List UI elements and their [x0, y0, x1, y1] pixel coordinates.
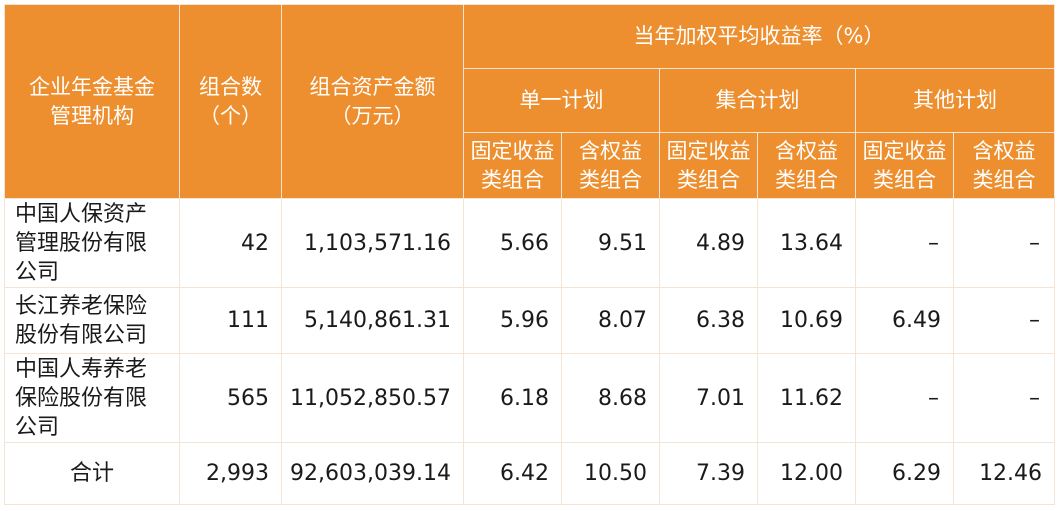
header-fixed-income: 固定收益 类组合	[855, 132, 954, 199]
return-value: 6.49	[855, 287, 954, 354]
return-value: 12.46	[952, 442, 1056, 505]
header-plan-other: 其他计划	[854, 68, 1056, 133]
return-value: 10.50	[561, 442, 660, 505]
return-value: –	[952, 353, 1056, 443]
header-plan-single: 单一计划	[463, 68, 660, 133]
return-value: 11.62	[757, 353, 856, 443]
return-value: –	[855, 198, 954, 288]
annuity-fund-table: 企业年金基金 管理机构 组合数 （个） 组合资产金额 （万元） 当年加权平均收益…	[4, 4, 1056, 505]
header-fixed-income: 固定收益 类组合	[659, 132, 758, 199]
institution-name: 中国人寿养老 保险股份有限 公司	[4, 353, 180, 443]
return-value: 5.96	[463, 287, 562, 354]
portfolio-count: 111	[179, 287, 282, 354]
header-institution: 企业年金基金 管理机构	[4, 4, 180, 199]
portfolio-count: 2,993	[179, 442, 282, 505]
header-fixed-income: 固定收益 类组合	[463, 132, 562, 199]
return-value: 12.00	[757, 442, 856, 505]
header-portfolio-count: 组合数 （个）	[179, 4, 282, 199]
table-row: 中国人保资产 管理股份有限 公司 42 1,103,571.16 5.66 9.…	[4, 198, 1056, 288]
return-value: –	[952, 198, 1056, 288]
institution-name: 长江养老保险 股份有限公司	[4, 287, 180, 354]
return-value: 6.42	[463, 442, 562, 505]
return-value: 5.66	[463, 198, 562, 288]
return-value: 10.69	[757, 287, 856, 354]
return-value: –	[952, 287, 1056, 354]
header-return-rate: 当年加权平均收益率（%）	[462, 4, 1056, 69]
asset-amount: 5,140,861.31	[281, 287, 464, 354]
asset-amount: 92,603,039.14	[281, 442, 464, 505]
header-equity: 含权益 类组合	[757, 132, 856, 199]
return-value: 9.51	[561, 198, 660, 288]
asset-amount: 11,052,850.57	[281, 353, 464, 443]
return-value: 6.38	[659, 287, 758, 354]
institution-name: 中国人保资产 管理股份有限 公司	[4, 198, 180, 288]
portfolio-count: 42	[179, 198, 282, 288]
header-plan-collective: 集合计划	[659, 68, 856, 133]
header-equity: 含权益 类组合	[952, 132, 1056, 199]
asset-amount: 1,103,571.16	[281, 198, 464, 288]
return-value: 7.39	[659, 442, 758, 505]
return-value: 7.01	[659, 353, 758, 443]
header-asset-amount: 组合资产金额 （万元）	[281, 4, 464, 199]
table-row: 中国人寿养老 保险股份有限 公司 565 11,052,850.57 6.18 …	[4, 353, 1056, 443]
total-label: 合计	[4, 442, 180, 505]
return-value: –	[855, 353, 954, 443]
return-value: 6.18	[463, 353, 562, 443]
table-row: 长江养老保险 股份有限公司 111 5,140,861.31 5.96 8.07…	[4, 287, 1056, 354]
return-value: 13.64	[757, 198, 856, 288]
total-row: 合计 2,993 92,603,039.14 6.42 10.50 7.39 1…	[4, 442, 1056, 505]
portfolio-count: 565	[179, 353, 282, 443]
return-value: 8.07	[561, 287, 660, 354]
header-equity: 含权益 类组合	[561, 132, 660, 199]
return-value: 8.68	[561, 353, 660, 443]
return-value: 6.29	[855, 442, 954, 505]
return-value: 4.89	[659, 198, 758, 288]
